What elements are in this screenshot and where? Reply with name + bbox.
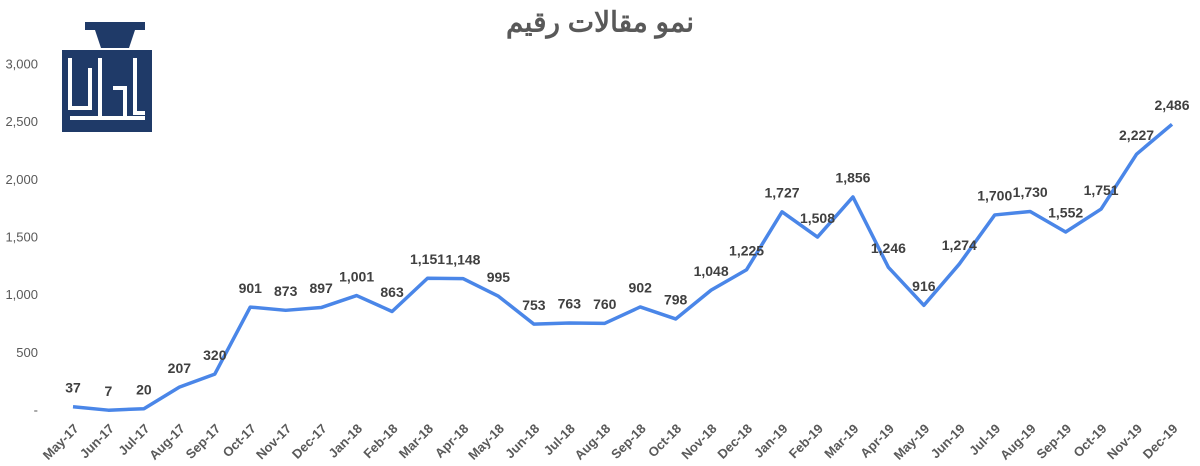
x-tick-label: Sep-17 <box>183 421 224 462</box>
x-tick-label: Mar-19 <box>821 421 861 461</box>
x-tick-label: Nov-18 <box>678 421 719 462</box>
data-label: 1,001 <box>339 268 374 284</box>
data-label: 1,274 <box>942 237 977 253</box>
data-label: 1,151 <box>410 251 445 267</box>
x-tick-label: Oct-19 <box>1070 421 1109 460</box>
x-tick-label: Sep-18 <box>608 421 649 462</box>
x-tick-label: Feb-19 <box>786 421 826 461</box>
data-label: 7 <box>105 383 113 399</box>
data-label: 1,246 <box>871 240 906 256</box>
y-tick-label: 1,000 <box>5 287 38 302</box>
data-label: 1,751 <box>1084 182 1119 198</box>
x-tick-label: Jun-18 <box>502 421 542 461</box>
x-tick-label: Nov-19 <box>1104 421 1145 462</box>
x-tick-label: Dec-17 <box>289 421 330 462</box>
data-label: 1,552 <box>1048 205 1083 221</box>
y-tick-label: 2,000 <box>5 172 38 187</box>
data-label: 1,730 <box>1013 184 1048 200</box>
data-label: 1,148 <box>445 251 480 267</box>
x-tick-label: Nov-17 <box>253 421 294 462</box>
data-label: 1,727 <box>765 185 800 201</box>
data-label: 1,856 <box>835 170 870 186</box>
data-label: 863 <box>380 284 404 300</box>
line <box>72 122 1174 412</box>
data-label: 995 <box>487 269 511 285</box>
data-label: 760 <box>593 296 617 312</box>
data-label: 763 <box>558 296 582 312</box>
data-label: 1,225 <box>729 242 764 258</box>
logo <box>62 22 152 132</box>
data-label: 37 <box>65 379 81 395</box>
data-label: 916 <box>912 278 936 294</box>
x-tick-label: Dec-18 <box>714 421 755 462</box>
y-tick-label: 3,000 <box>5 56 38 71</box>
data-label: 20 <box>136 381 152 397</box>
x-tick-label: Jan-19 <box>751 421 791 461</box>
x-tick-label: Apr-19 <box>857 421 897 461</box>
y-tick-label: 2,500 <box>5 114 38 129</box>
y-tick-label: - <box>34 402 38 417</box>
data-label: 798 <box>664 292 688 308</box>
data-label: 2,486 <box>1154 97 1189 113</box>
chart-title: نمو مقالات رقيم <box>506 6 694 39</box>
data-label: 2,227 <box>1119 127 1154 143</box>
data-label: 320 <box>203 347 227 363</box>
data-label: 897 <box>309 280 333 296</box>
x-tick-label: Jan-18 <box>325 421 365 461</box>
data-label: 1,508 <box>800 210 835 226</box>
y-tick-label: 1,500 <box>5 229 38 244</box>
x-tick-label: Sep-19 <box>1033 421 1074 462</box>
data-label: 901 <box>239 280 263 296</box>
x-tick-label: May-17 <box>40 421 82 463</box>
x-tick-label: May-18 <box>465 421 507 463</box>
x-tick-label: Feb-18 <box>360 421 400 461</box>
x-tick-label: May-19 <box>891 421 933 463</box>
data-label: 1,700 <box>977 188 1012 204</box>
x-tick-label: Jun-19 <box>928 421 968 461</box>
x-tick-label: Oct-18 <box>645 421 684 460</box>
data-label: 1,048 <box>694 263 729 279</box>
y-tick-label: 500 <box>16 345 38 360</box>
data-label: 753 <box>522 297 546 313</box>
x-tick-label: Aug-18 <box>572 421 614 463</box>
x-tick-label: Dec-19 <box>1140 421 1181 462</box>
x-tick-label: Mar-18 <box>396 421 436 461</box>
x-tick-label: Apr-18 <box>432 421 472 461</box>
data-label: 207 <box>168 360 192 376</box>
data-label: 902 <box>629 280 653 296</box>
x-tick-label: Oct-17 <box>220 421 259 460</box>
x-tick-label: Jun-17 <box>77 421 117 461</box>
data-label: 873 <box>274 283 298 299</box>
x-tick-label: Aug-17 <box>146 421 188 463</box>
x-tick-label: Aug-19 <box>997 421 1039 463</box>
